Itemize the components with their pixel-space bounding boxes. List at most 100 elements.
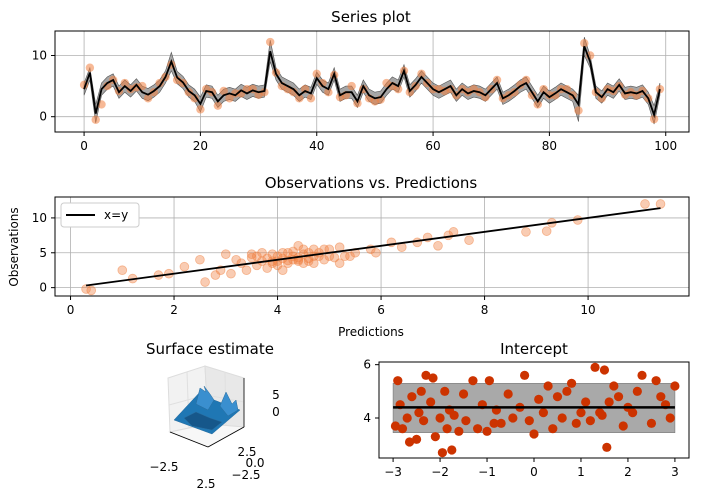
intercept-point xyxy=(609,381,619,391)
surface-title: Surface estimate xyxy=(146,340,274,358)
intercept-point xyxy=(508,413,518,423)
series-plot-point xyxy=(580,39,589,48)
intercept-xtick-label: 3 xyxy=(671,465,679,479)
intercept-point xyxy=(393,376,403,386)
series-plot-xtick-label: 20 xyxy=(193,139,208,153)
intercept-point xyxy=(597,410,607,420)
intercept-point xyxy=(651,376,661,386)
intercept-point xyxy=(656,392,666,402)
obs-pred-point xyxy=(277,247,288,258)
intercept-point xyxy=(543,381,553,391)
intercept-point xyxy=(461,416,471,426)
intercept-frame xyxy=(378,361,690,459)
surface-peak xyxy=(219,391,239,417)
intercept-point xyxy=(397,424,408,434)
surface-ytick: −2.5 xyxy=(231,468,260,482)
intercept-point xyxy=(430,432,440,442)
series-plot-line xyxy=(83,45,661,119)
series-plot-band xyxy=(83,37,661,125)
series-plot-title: Series plot xyxy=(331,8,411,26)
intercept-point xyxy=(421,370,431,380)
obs-pred-point xyxy=(303,256,314,266)
obs-pred-point xyxy=(252,251,262,262)
intercept-point xyxy=(447,445,457,455)
series-plot-point xyxy=(353,99,362,108)
intercept-point xyxy=(566,378,577,388)
intercept-xtick-label: −1 xyxy=(478,465,496,479)
obs-pred-xtick-label: 2 xyxy=(170,303,178,317)
series-plot-ticks: 0 20 40 60 80 100 0 10 xyxy=(32,48,677,153)
obs-pred-point xyxy=(277,265,288,276)
intercept-point xyxy=(571,418,581,428)
obs-pred-point xyxy=(246,249,257,259)
obs-pred-point xyxy=(308,244,319,255)
intercept-xtick-label: 0 xyxy=(530,465,538,479)
intercept-point xyxy=(442,424,452,434)
intercept-point xyxy=(534,394,544,404)
intercept-point xyxy=(437,448,448,458)
intercept-point xyxy=(484,376,494,386)
obs-pred-panel: Observations vs. Predictions 0 2 4 6 8 10 0 5 10… xyxy=(7,174,690,339)
obs-pred-ytick-label: 5 xyxy=(39,246,47,260)
series-plot-panel: Series plot 0 20 40 60 80 100 0 10 xyxy=(32,8,690,153)
series-plot-point xyxy=(324,88,333,97)
series-plot-ytick-label: 0 xyxy=(39,110,47,124)
intercept-point xyxy=(407,392,417,402)
intercept-point xyxy=(604,397,614,407)
series-plot-point xyxy=(266,37,275,47)
intercept-panel: Intercept −3 −2 −1 0 1 2 3 4 6 xyxy=(363,340,690,479)
intercept-ytick-label: 4 xyxy=(363,411,371,425)
series-plot-point xyxy=(318,78,327,88)
intercept-xtick-label: 1 xyxy=(577,465,585,479)
series-plot-point xyxy=(492,75,502,85)
obs-pred-point xyxy=(117,265,128,276)
intercept-point xyxy=(489,418,499,428)
series-plot-ytick-label: 10 xyxy=(32,48,47,62)
series-plot-point xyxy=(184,88,193,97)
series-plot-point xyxy=(347,81,356,91)
intercept-points xyxy=(390,362,680,458)
obs-pred-point xyxy=(262,263,272,273)
intercept-title: Intercept xyxy=(500,340,568,358)
intercept-point xyxy=(585,416,595,426)
series-plot-point xyxy=(574,106,583,115)
series-plot-mean-line xyxy=(83,45,661,119)
series-plot-xtick-label: 80 xyxy=(542,139,557,153)
series-plot-point xyxy=(260,88,269,97)
obs-pred-xlabel: Predictions xyxy=(338,325,404,339)
intercept-point xyxy=(576,408,586,418)
obs-pred-point xyxy=(195,254,205,265)
intercept-point xyxy=(454,426,464,436)
obs-pred-point xyxy=(345,251,355,262)
obs-pred-point xyxy=(640,199,650,209)
series-plot-point xyxy=(143,94,153,103)
obs-pred-xtick-label: 10 xyxy=(580,303,595,317)
intercept-point xyxy=(411,434,422,444)
surface-x-axis xyxy=(169,431,209,448)
series-plot-point xyxy=(242,84,252,94)
intercept-point xyxy=(482,426,492,436)
obs-pred-point xyxy=(541,226,552,236)
intercept-point xyxy=(524,416,534,426)
intercept-point xyxy=(503,389,513,399)
obs-pred-xtick-label: 6 xyxy=(377,303,385,317)
obs-pred-point xyxy=(267,249,278,259)
series-plot-point xyxy=(545,91,554,100)
obs-pred-point xyxy=(655,199,666,209)
intercept-xtick-label: 2 xyxy=(624,465,632,479)
series-plot-point xyxy=(219,86,228,96)
intercept-point xyxy=(529,429,539,439)
intercept-point xyxy=(426,397,436,407)
series-plot-point xyxy=(393,84,403,94)
intercept-point xyxy=(618,421,628,431)
intercept-point xyxy=(416,386,426,396)
obs-pred-point xyxy=(200,277,210,287)
series-plot-point xyxy=(649,114,659,124)
intercept-point xyxy=(632,386,642,396)
series-plot-point xyxy=(190,94,199,103)
obs-pred-ytick-label: 10 xyxy=(32,211,47,225)
intercept-ytick-label: 6 xyxy=(363,358,371,372)
series-plot-point xyxy=(155,78,164,88)
series-plot-xtick-label: 40 xyxy=(309,139,324,153)
obs-pred-legend: x=y xyxy=(60,202,140,228)
